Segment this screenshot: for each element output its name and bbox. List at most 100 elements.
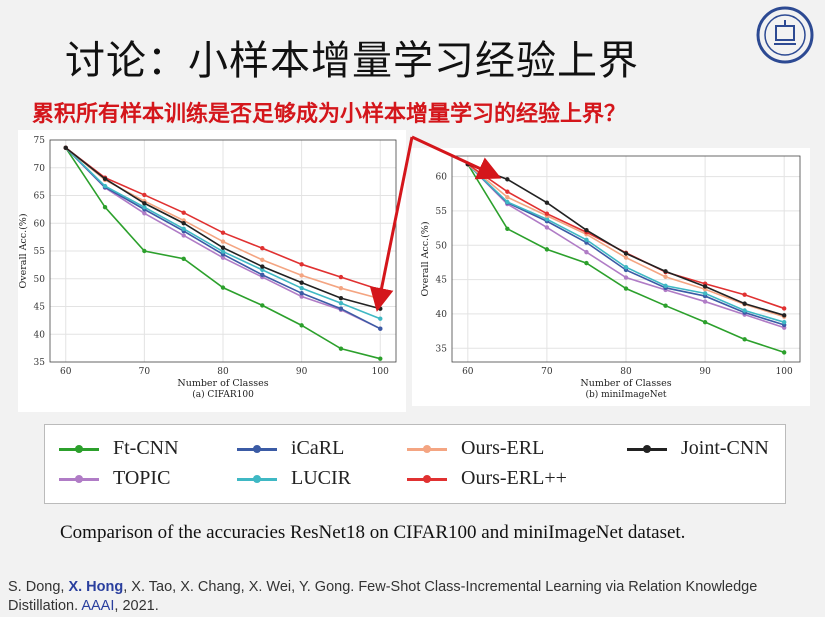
- y-tick-label: 35: [436, 344, 448, 354]
- legend-label: Joint-CNN: [681, 437, 769, 459]
- data-point: [338, 346, 344, 351]
- y-tick-label: 45: [436, 276, 448, 286]
- legend-label: iCaRL: [291, 437, 345, 459]
- slide-subtitle: 累积所有样本训练是否足够成为小样本增量学习的经验上界？: [32, 102, 627, 127]
- data-point: [544, 211, 550, 216]
- y-tick-label: 60: [34, 219, 46, 229]
- citation: S. Dong, X. Hong, X. Tao, X. Chang, X. W…: [8, 578, 818, 616]
- data-point: [544, 247, 550, 252]
- data-point: [142, 211, 147, 216]
- x-tick-label: 60: [462, 367, 474, 377]
- data-point: [63, 145, 68, 150]
- data-point: [299, 280, 304, 285]
- data-point: [102, 204, 108, 210]
- y-axis-label: Overall Acc.(%): [18, 213, 29, 288]
- legend-label: Ours-ERL++: [461, 467, 567, 489]
- chart-cifar100: 35 40 45 50 55 60 65 70 75 60 70 80 90 100 Number of C…: [18, 136, 397, 400]
- university-seal-logo: [756, 6, 814, 64]
- x-axis-label: Number of Classes: [177, 378, 268, 389]
- x-tick-label: 80: [620, 367, 632, 377]
- x-tick-label: 100: [776, 367, 793, 377]
- data-point: [378, 326, 383, 331]
- data-point: [781, 319, 787, 325]
- x-tick-label: 80: [217, 367, 229, 377]
- data-point: [378, 287, 383, 293]
- x-tick-label: 90: [699, 367, 711, 377]
- figure-caption: Comparison of the accuracies ResNet18 on…: [60, 522, 686, 543]
- data-point: [742, 337, 747, 342]
- data-point: [220, 245, 226, 250]
- chart-panel-miniimagenet: 35 40 45 50 55 60 60 70 80 90 100 Number of Classes…: [412, 148, 810, 406]
- data-point: [378, 356, 383, 361]
- data-point: [781, 306, 787, 311]
- data-point: [299, 290, 304, 296]
- x-tick-label: 70: [541, 367, 553, 377]
- data-point: [505, 189, 510, 194]
- data-point: [623, 255, 629, 260]
- data-point: [299, 273, 304, 278]
- chart-title: (b) miniImageNet: [585, 389, 666, 400]
- y-axis-label: Overall Acc.(%): [420, 221, 431, 296]
- data-point: [378, 306, 383, 311]
- data-point: [299, 262, 304, 267]
- data-point: [338, 295, 344, 301]
- data-point: [378, 316, 383, 321]
- data-point: [181, 226, 186, 231]
- data-point: [505, 195, 510, 200]
- data-point: [781, 350, 787, 355]
- citation-prefix: S. Dong,: [8, 579, 69, 595]
- data-point: [663, 269, 668, 274]
- data-point: [663, 303, 668, 308]
- data-point: [584, 227, 589, 233]
- y-tick-label: 70: [34, 164, 46, 174]
- data-point: [584, 249, 589, 255]
- legend-label: TOPIC: [113, 467, 171, 489]
- legend-label: Ours-ERL: [461, 437, 545, 459]
- chart-miniimagenet: 35 40 45 50 55 60 60 70 80 90 100 Number of Classes…: [420, 155, 801, 400]
- data-point: [623, 275, 629, 280]
- citation-venue: AAAI: [81, 598, 115, 614]
- y-tick-label: 55: [34, 247, 46, 257]
- data-point: [623, 286, 629, 291]
- data-point: [299, 285, 304, 291]
- data-point: [220, 249, 226, 254]
- data-point: [338, 274, 344, 280]
- data-point: [299, 294, 304, 299]
- legend-label: LUCIR: [291, 467, 351, 489]
- chart-title: (a) CIFAR100: [192, 389, 254, 400]
- data-point: [220, 255, 226, 260]
- data-point: [260, 246, 265, 251]
- data-point: [742, 301, 747, 306]
- data-point: [702, 299, 708, 304]
- data-point: [544, 200, 550, 205]
- data-point: [299, 323, 304, 328]
- data-point: [544, 216, 550, 222]
- y-tick-label: 60: [436, 173, 448, 183]
- data-point: [181, 221, 186, 226]
- data-point: [220, 230, 226, 235]
- data-point: [544, 225, 550, 230]
- x-tick-label: 90: [296, 367, 308, 377]
- data-point: [742, 308, 747, 313]
- data-point: [742, 292, 747, 297]
- data-point: [338, 285, 344, 291]
- data-point: [623, 265, 629, 270]
- data-point: [142, 192, 147, 198]
- data-point: [260, 257, 265, 263]
- data-point: [702, 291, 708, 296]
- data-point: [181, 233, 186, 238]
- y-tick-label: 75: [34, 136, 46, 146]
- data-point: [702, 319, 708, 325]
- y-tick-label: 50: [436, 241, 448, 251]
- data-point: [142, 248, 147, 254]
- data-point: [505, 177, 510, 182]
- x-tick-label: 70: [139, 367, 151, 377]
- chart-panel-cifar100: 35 40 45 50 55 60 65 70 75 60 70 80 90 100 Number of C…: [18, 130, 406, 412]
- y-tick-label: 65: [34, 192, 46, 202]
- x-tick-label: 60: [60, 367, 72, 377]
- data-point: [260, 272, 265, 278]
- citation-bold-author: X. Hong: [68, 579, 124, 595]
- data-point: [181, 256, 186, 261]
- citation-authors: , X. Tao, X. Chang, X. Wei, Y. Gong. Few…: [8, 579, 758, 614]
- data-point: [102, 183, 108, 189]
